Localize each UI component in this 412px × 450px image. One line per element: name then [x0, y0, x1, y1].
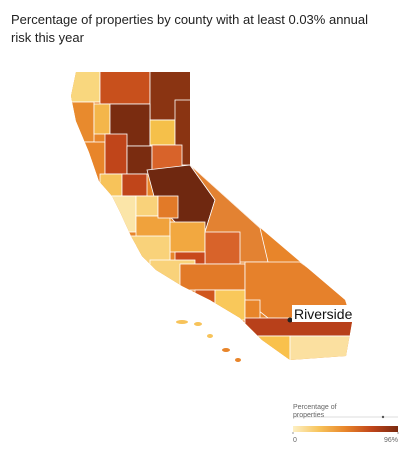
annotation-dot [287, 317, 293, 323]
counties [71, 72, 352, 360]
legend-tick-label: 0 [293, 437, 297, 444]
islands [176, 320, 241, 362]
legend-gradient [293, 426, 398, 432]
annotation: Riverside [294, 306, 353, 322]
map-title: Percentage of properties by county with … [11, 12, 368, 45]
legend-tick-label: 96% [384, 437, 398, 444]
legend-dot [381, 415, 385, 419]
annotation-box [292, 305, 354, 322]
legend-title: Percentage of properties [293, 404, 337, 419]
